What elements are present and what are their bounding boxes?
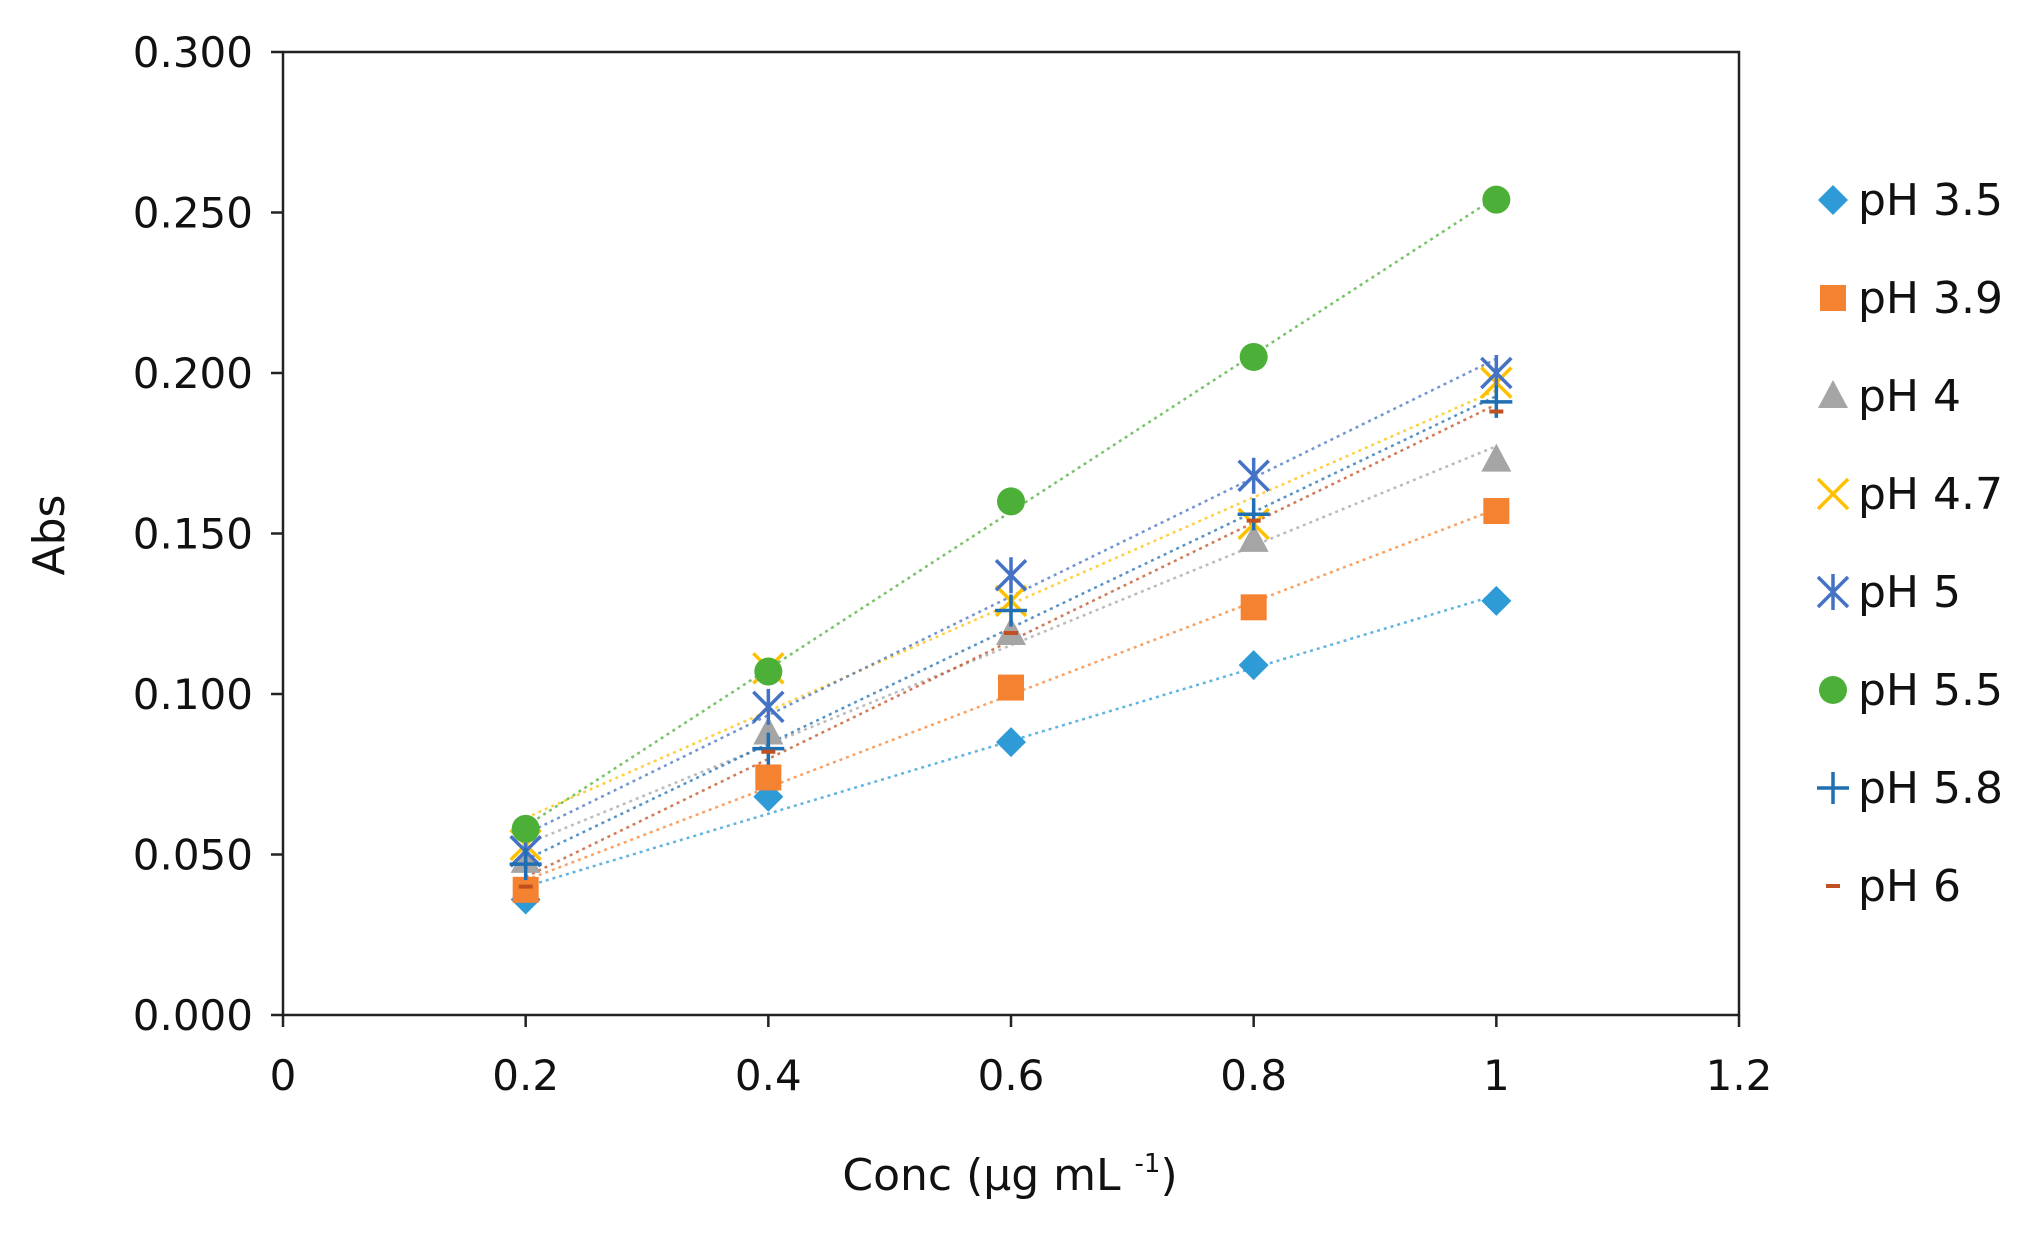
point-pH-3_9 <box>1483 498 1510 525</box>
y-tick-label: 0.250 <box>133 189 253 238</box>
point-pH-5_8 <box>752 732 785 765</box>
trendline-layer <box>524 196 1498 888</box>
legend-label-pH-5_5: pH 5.5 <box>1858 665 2003 716</box>
x-tick-label: 0 <box>270 1051 297 1100</box>
point-pH-5_8 <box>995 594 1027 627</box>
legend-marker-pH-5_8 <box>1817 772 1849 804</box>
trendline-pH-5_8 <box>525 394 1497 861</box>
y-tick-label: 0.300 <box>133 28 253 77</box>
x-axis-title-main: Conc (µg mL <box>842 1150 1121 1201</box>
y-axis-title: Abs <box>24 495 75 576</box>
x-axis-title-close: ) <box>1160 1150 1177 1201</box>
point-pH-5 <box>752 688 785 725</box>
x-tick-label: 1.2 <box>1706 1051 1773 1100</box>
trendline-pH-4_7 <box>525 389 1497 820</box>
point-pH-3_9 <box>1240 594 1267 621</box>
point-pH-5_5 <box>997 487 1025 516</box>
legend-marker-pH-5 <box>1816 574 1850 610</box>
legend-marker-pH-4 <box>1818 380 1848 408</box>
point-pH-4 <box>1238 523 1269 552</box>
legend-label-pH-3_9: pH 3.9 <box>1858 273 2003 324</box>
point-pH-5_8 <box>1237 498 1270 531</box>
legend-marker-pH-5_5 <box>1819 676 1847 704</box>
point-pH-5_8 <box>509 848 542 881</box>
x-tick-label: 0.8 <box>1220 1051 1287 1100</box>
x-axis-title: Conc (µg mL -1) <box>842 1149 1177 1201</box>
point-pH-3_9 <box>755 764 782 791</box>
y-tick-label: 0.200 <box>133 349 253 398</box>
plot-area <box>281 50 1741 1017</box>
point-pH-5 <box>994 557 1028 594</box>
legend-label-pH-6: pH 6 <box>1858 861 1961 912</box>
point-pH-3_5 <box>1238 650 1269 681</box>
legend-marker-pH-3_5 <box>1818 185 1848 215</box>
y-tick-label: 0.050 <box>133 831 253 880</box>
point-pH-3_9 <box>998 674 1024 701</box>
point-pH-5_5 <box>511 814 540 843</box>
point-pH-3_9 <box>512 876 539 903</box>
legend-marker-pH-4_7 <box>1816 477 1850 511</box>
x-tick-label: 0.4 <box>735 1051 802 1100</box>
point-pH-4 <box>753 716 784 745</box>
y-tick-label: 0.100 <box>133 670 253 719</box>
point-pH-5_5 <box>754 657 783 686</box>
x-tick-label: 1 <box>1483 1051 1510 1100</box>
legend-label-pH-5: pH 5 <box>1858 567 1961 618</box>
x-tick-label: 0.2 <box>492 1051 559 1100</box>
marker-layer <box>509 185 1513 915</box>
point-pH-3_5 <box>996 727 1026 758</box>
legend-label-pH-4_7: pH 4.7 <box>1858 469 2003 520</box>
point-pH-5 <box>1480 355 1513 391</box>
point-pH-3_5 <box>1481 585 1512 616</box>
x-tick-label: 0.6 <box>978 1051 1045 1100</box>
point-pH-5_5 <box>1239 342 1268 371</box>
legend-marker-pH-3_9 <box>1820 285 1846 311</box>
legend-label-pH-3_5: pH 3.5 <box>1858 175 2003 226</box>
legend: pH 3.5 pH 3.9 pH 4 pH 4.7 pH 5 pH 5.5 pH 5.8 pH… <box>1816 175 2003 912</box>
point-pH-5_5 <box>1482 185 1511 214</box>
legend-label-pH-4: pH 4 <box>1858 371 1961 422</box>
point-pH-4 <box>1481 443 1512 472</box>
point-pH-5 <box>1237 457 1270 494</box>
y-tick-label: 0.000 <box>133 991 253 1040</box>
tick-layer: 0 0.2 0.4 0.6 0.8 1 1.2 0.000 0.050 0.100 0.150 0.2… <box>133 28 1773 1100</box>
y-tick-label: 0.150 <box>133 510 253 559</box>
x-axis-title-sup: -1 <box>1135 1149 1161 1179</box>
legend-label-pH-5_8: pH 5.8 <box>1858 763 2003 814</box>
